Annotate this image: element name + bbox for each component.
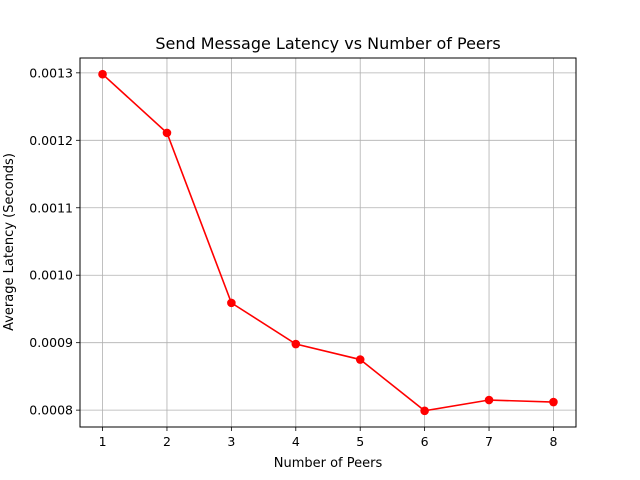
y-tick-label: 0.0008	[29, 403, 73, 418]
x-tick-label: 1	[99, 434, 107, 449]
data-point	[549, 397, 558, 407]
data-point	[98, 69, 107, 79]
y-axis-label: Average Latency (Seconds)	[2, 153, 17, 331]
x-tick-label: 3	[227, 434, 235, 449]
y-tick-label: 0.0009	[29, 335, 73, 350]
x-axis-label: Number of Peers	[274, 456, 383, 471]
y-tick-label: 0.0012	[29, 133, 73, 148]
y-tick-label: 0.0011	[29, 200, 73, 215]
data-point	[291, 339, 301, 349]
chart-title: Send Message Latency vs Number of Peers	[155, 34, 500, 53]
data-point	[484, 395, 494, 405]
data-point	[227, 298, 236, 308]
y-tick-label: 0.0013	[29, 65, 73, 80]
data-point	[355, 355, 365, 364]
x-tick-label: 2	[163, 434, 171, 449]
axes-frame	[79, 57, 577, 428]
x-tick-label: 5	[356, 434, 364, 449]
data-point	[420, 406, 429, 416]
grid	[80, 58, 576, 427]
y-tick-label: 0.0010	[29, 268, 73, 283]
x-tick-label: 8	[549, 434, 557, 449]
x-tick-label: 6	[421, 434, 429, 449]
data-point	[162, 128, 172, 138]
x-tick-label: 7	[485, 434, 493, 449]
x-tick-label: 4	[292, 434, 300, 449]
plot-area	[98, 69, 558, 416]
series-line	[102, 73, 554, 412]
ticks: 1 2 3 4 5 6 7 8 0.0008 0.0009 0.0010 0.0011 0.0012 0.…	[29, 65, 557, 449]
